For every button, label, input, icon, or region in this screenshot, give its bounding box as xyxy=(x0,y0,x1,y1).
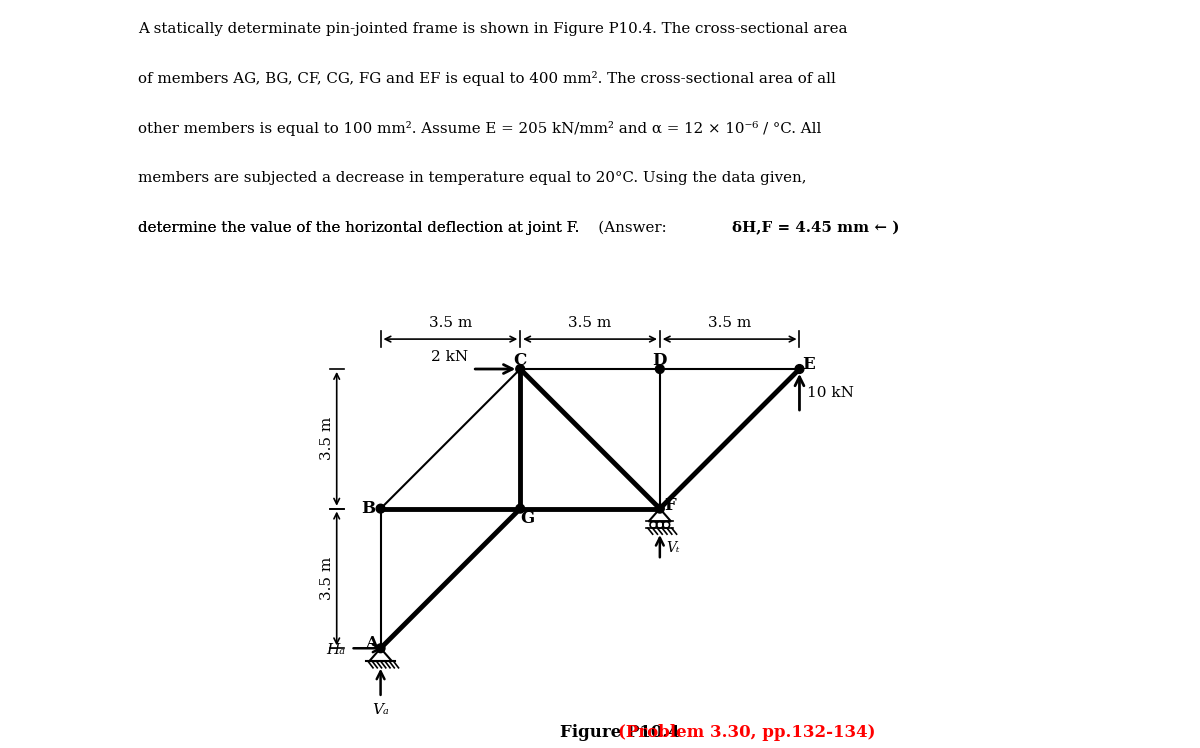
Text: 3.5 m: 3.5 m xyxy=(708,316,751,331)
Text: G: G xyxy=(521,509,534,527)
Text: members are subjected a decrease in temperature equal to 20°C. Using the data gi: members are subjected a decrease in temp… xyxy=(138,171,806,185)
Circle shape xyxy=(376,504,385,513)
Circle shape xyxy=(796,364,804,373)
Text: C: C xyxy=(514,352,527,369)
Circle shape xyxy=(655,504,665,513)
Circle shape xyxy=(516,364,524,373)
Text: 3.5 m: 3.5 m xyxy=(319,557,334,600)
Text: B: B xyxy=(361,500,376,517)
Text: Vₐ: Vₐ xyxy=(372,703,389,717)
Circle shape xyxy=(516,504,524,513)
Text: δH,F = 4.45 mm ← ): δH,F = 4.45 mm ← ) xyxy=(732,221,899,235)
Text: Figure P10.4: Figure P10.4 xyxy=(560,723,685,741)
Circle shape xyxy=(655,364,665,373)
Text: Vₜ: Vₜ xyxy=(666,541,679,555)
Text: (Problem 3.30, pp.132-134): (Problem 3.30, pp.132-134) xyxy=(618,723,876,741)
Text: E: E xyxy=(802,356,815,373)
Text: 3.5 m: 3.5 m xyxy=(428,316,472,331)
Text: determine the value of the horizontal deflection at joint F.    (Answer:: determine the value of the horizontal de… xyxy=(138,221,676,235)
Text: Hₐ: Hₐ xyxy=(326,643,346,657)
Text: 2 kN: 2 kN xyxy=(431,350,468,364)
Text: of members AG, BG, CF, CG, FG and EF is equal to 400 mm². The cross-sectional ar: of members AG, BG, CF, CG, FG and EF is … xyxy=(138,71,836,86)
Text: 3.5 m: 3.5 m xyxy=(569,316,612,331)
Circle shape xyxy=(376,644,385,653)
Text: F: F xyxy=(664,497,676,514)
Text: D: D xyxy=(653,352,667,369)
Text: 3.5 m: 3.5 m xyxy=(319,417,334,461)
Text: 10 kN: 10 kN xyxy=(806,386,853,400)
Text: other members is equal to 100 mm². Assume E = 205 kN/mm² and α = 12 × 10⁻⁶ / °C.: other members is equal to 100 mm². Assum… xyxy=(138,121,821,136)
Text: determine the value of the horizontal deflection at joint F.: determine the value of the horizontal de… xyxy=(138,221,580,235)
Text: A statically determinate pin-jointed frame is shown in Figure P10.4. The cross-s: A statically determinate pin-jointed fra… xyxy=(138,22,847,36)
Text: A: A xyxy=(365,635,378,652)
